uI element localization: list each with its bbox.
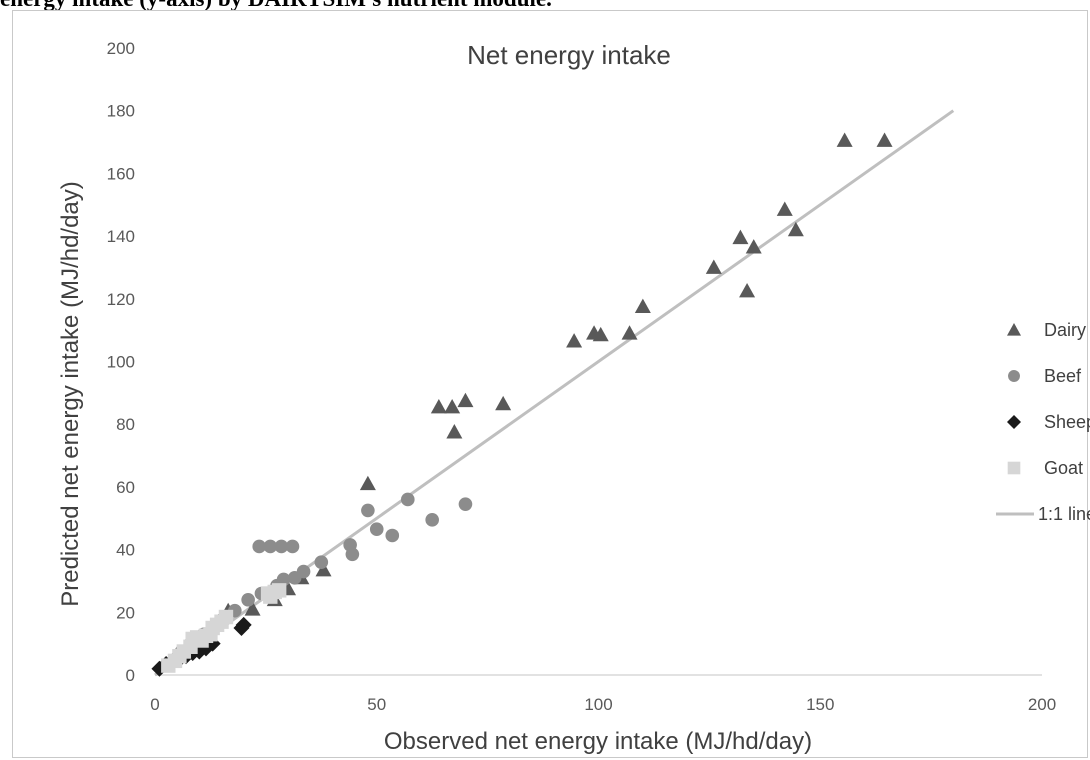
y-tick-label: 0 bbox=[126, 666, 135, 685]
legend-label-sheep: Sheep bbox=[1044, 412, 1090, 432]
dairy-point bbox=[457, 392, 474, 408]
dairy-point bbox=[566, 333, 583, 348]
dairy-point bbox=[705, 259, 722, 274]
beef-point bbox=[345, 547, 360, 562]
legend-label-goat: Goat bbox=[1044, 458, 1083, 478]
x-axis-title: Observed net energy intake (MJ/hd/day) bbox=[384, 728, 812, 755]
y-tick-label: 80 bbox=[116, 415, 135, 434]
y-tick-label: 160 bbox=[107, 164, 135, 183]
dairy-point bbox=[876, 132, 893, 147]
dairy-point bbox=[592, 326, 609, 342]
y-tick-label: 60 bbox=[116, 478, 135, 497]
dairy-point bbox=[836, 132, 853, 147]
y-tick-label: 200 bbox=[107, 39, 135, 58]
dairy-point bbox=[621, 325, 638, 340]
sheep-point bbox=[235, 616, 252, 633]
dairy-point bbox=[315, 561, 332, 577]
beef-point bbox=[252, 539, 267, 554]
beef-point bbox=[241, 592, 255, 607]
beef-point bbox=[425, 513, 439, 527]
y-tick-label: 180 bbox=[107, 102, 135, 121]
y-tick-label: 100 bbox=[107, 353, 135, 372]
beef-point bbox=[385, 528, 400, 543]
y-tick-label: 20 bbox=[116, 603, 135, 622]
goat-point bbox=[218, 609, 234, 625]
series-goat bbox=[161, 583, 287, 673]
x-tick-label: 50 bbox=[367, 695, 386, 714]
x-tick-label: 0 bbox=[150, 695, 159, 714]
legend-marker-beef bbox=[1008, 370, 1020, 382]
x-tick-label: 100 bbox=[584, 695, 612, 714]
legend: Dairy Beef Sheep Goat 1:1 line bbox=[996, 320, 1090, 524]
beef-point bbox=[314, 555, 329, 569]
y-axis-title: Predicted net energy intake (MJ/hd/day) bbox=[57, 181, 84, 607]
dairy-point bbox=[776, 201, 793, 216]
dairy-point bbox=[739, 282, 756, 298]
dairy-point bbox=[745, 239, 762, 254]
data-marks bbox=[151, 132, 893, 677]
dairy-point bbox=[634, 298, 651, 314]
dairy-point bbox=[787, 221, 804, 237]
dairy-point bbox=[732, 229, 749, 245]
legend-marker-sheep bbox=[1007, 415, 1021, 429]
beef-point bbox=[274, 539, 289, 554]
beef-point bbox=[400, 492, 415, 507]
beef-point bbox=[287, 571, 302, 585]
x-tick-label: 150 bbox=[806, 695, 834, 714]
dairy-point bbox=[444, 398, 461, 414]
axes: 0 50 100 150 200 0 20 40 60 80 100 120 140 160 180 200 bbox=[107, 39, 1057, 714]
dairy-point bbox=[359, 475, 376, 491]
beef-point bbox=[361, 503, 375, 518]
legend-label-beef: Beef bbox=[1044, 366, 1082, 386]
beef-point bbox=[369, 522, 384, 537]
beef-point bbox=[263, 539, 278, 554]
dairy-point bbox=[244, 601, 261, 616]
legend-label-reference-line: 1:1 line bbox=[1038, 504, 1090, 524]
chart-title: Net energy intake bbox=[467, 40, 671, 70]
goat-point bbox=[271, 583, 287, 598]
y-tick-label: 40 bbox=[116, 541, 135, 560]
beef-point bbox=[458, 497, 473, 511]
legend-marker-dairy bbox=[1007, 323, 1021, 336]
legend-label-dairy: Dairy bbox=[1044, 320, 1086, 340]
beef-point bbox=[285, 539, 300, 554]
y-tick-label: 140 bbox=[107, 227, 135, 246]
x-tick-label: 200 bbox=[1028, 695, 1056, 714]
dairy-point bbox=[430, 398, 447, 414]
dairy-point bbox=[446, 424, 463, 439]
goat-point bbox=[260, 586, 276, 601]
y-tick-label: 120 bbox=[107, 290, 135, 309]
legend-marker-goat bbox=[1007, 461, 1021, 475]
figure-caption: energy intake (y-axis) by DAIRYSIM's nut… bbox=[0, 0, 1090, 22]
dairy-point bbox=[495, 395, 512, 411]
